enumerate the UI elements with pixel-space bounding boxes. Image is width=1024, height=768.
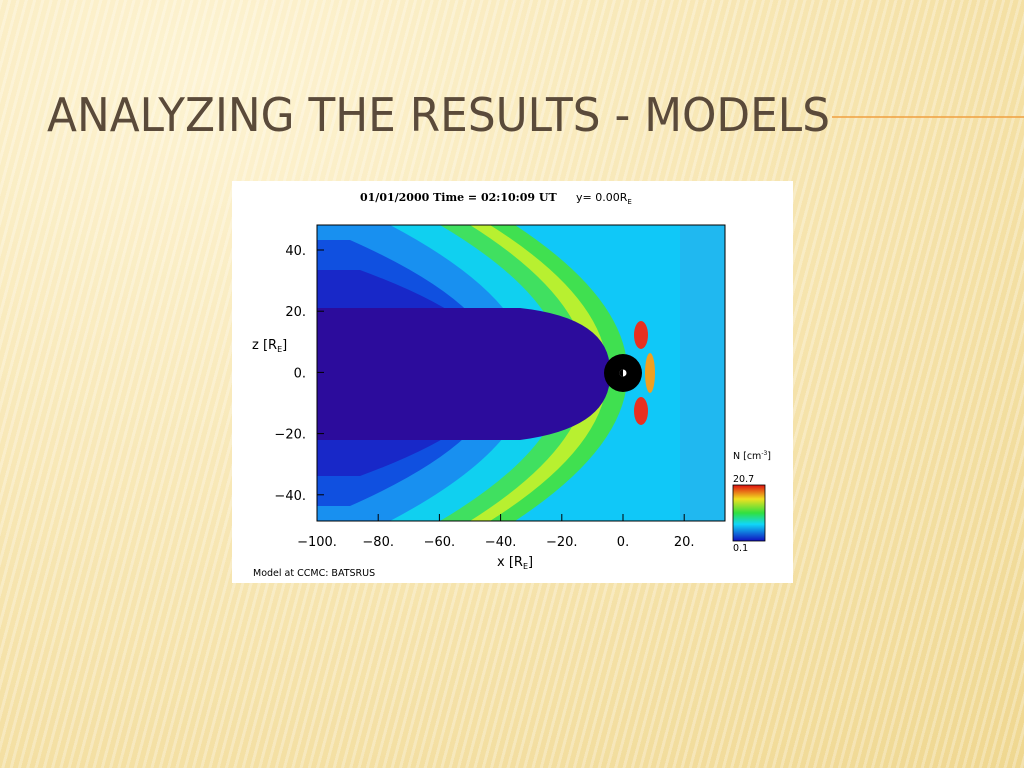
figure-header: 01/01/2000 Time = 02:10:09 UT xyxy=(360,191,557,204)
figure-credit: Model at CCMC: BATSRUS xyxy=(253,568,375,579)
colorbar-max: 20.7 xyxy=(733,474,754,485)
z-label-end: ] xyxy=(282,338,287,353)
z-axis-label: z [RE] xyxy=(252,338,287,354)
z-tick-label: 40. xyxy=(285,244,306,259)
z-label-sub: E xyxy=(277,345,282,354)
x-label-sub: E xyxy=(523,562,528,571)
z-tick-label: 20. xyxy=(285,305,306,320)
x-tick-label: 0. xyxy=(617,535,629,550)
colorbar-label: N [cm-3] xyxy=(733,450,771,462)
x-tick-label: −100. xyxy=(297,535,337,550)
x-tick-label: −60. xyxy=(424,535,456,550)
z-tick-label: −40. xyxy=(274,489,306,504)
z-label-text: z [R xyxy=(252,338,277,353)
slide-title: ANALYZING THE RESULTS - MODELS xyxy=(47,88,830,142)
x-label-end: ] xyxy=(528,555,533,570)
x-axis-label: x [RE] xyxy=(497,555,533,571)
x-tick-label: −40. xyxy=(485,535,517,550)
x-tick-label: 20. xyxy=(674,535,695,550)
slice-sub: E xyxy=(627,198,631,206)
cb-text: N [cm xyxy=(733,451,761,462)
x-ticks: −100. −80. −60. −40. −20. 0. 20. xyxy=(297,514,695,550)
x-tick-label: −80. xyxy=(362,535,394,550)
z-ticks: 40. 20. 0. −20. −40. xyxy=(274,244,324,504)
cb-sup: -3 xyxy=(761,450,767,457)
colorbar-min: 0.1 xyxy=(733,543,748,554)
colorbar xyxy=(732,484,766,542)
density-map xyxy=(317,225,725,521)
z-tick-label: 0. xyxy=(294,366,306,381)
z-tick-label: −20. xyxy=(274,428,306,443)
x-tick-label: −20. xyxy=(546,535,578,550)
x-label-text: x [R xyxy=(497,555,523,570)
figure: 01/01/2000 Time = 02:10:09 UT y= 0.00RE xyxy=(232,181,793,583)
figure-slice: y= 0.00RE xyxy=(576,191,632,206)
cb-end: ] xyxy=(767,451,771,462)
slice-text: y= 0.00R xyxy=(576,191,628,204)
